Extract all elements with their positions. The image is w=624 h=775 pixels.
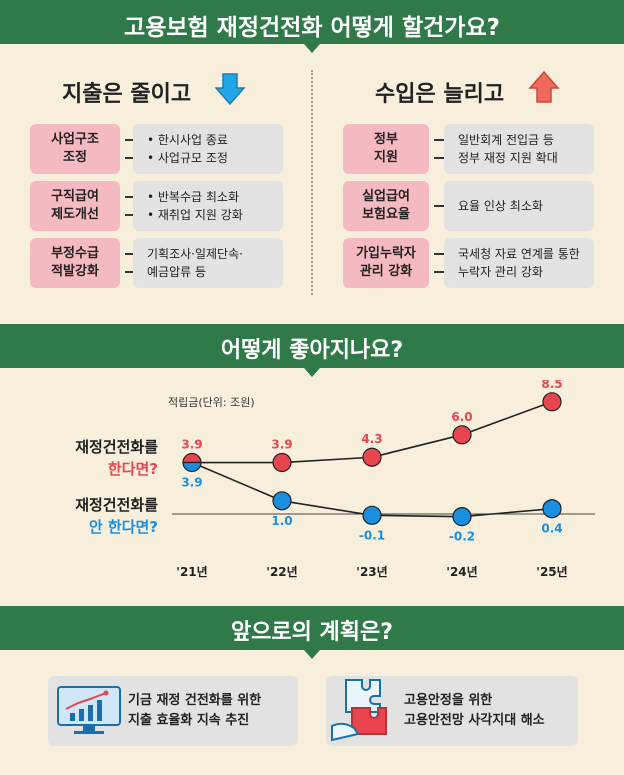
data-label-a: 4.3 xyxy=(361,432,382,446)
data-label-b: -0.2 xyxy=(449,530,475,544)
income-label-1: 정부 지원 xyxy=(343,124,429,174)
data-label-b: -0.1 xyxy=(359,528,385,542)
section3-banner: 앞으로의 계획은? xyxy=(0,606,624,650)
x-tick-label: '22년 xyxy=(266,565,297,579)
expenditure-label-2: 구직급여 제도개선 xyxy=(30,181,120,231)
expenditure-detail-line: • 사업규모 조정 xyxy=(147,151,228,165)
plan-2-line2: 고용안전망 사각지대 해소 xyxy=(404,713,545,728)
data-point xyxy=(452,425,472,445)
x-tick-label: '23년 xyxy=(356,565,387,579)
legend-b: 재정건전화를 안 한다면? xyxy=(40,494,158,538)
data-label-a: 8.5 xyxy=(541,380,562,391)
expenditure-label-3: 부정수급 적발강화 xyxy=(30,238,120,288)
data-point xyxy=(362,447,382,467)
data-point xyxy=(272,491,292,511)
connector-dash xyxy=(434,157,446,159)
x-tick-label: '25년 xyxy=(536,565,567,579)
section3-title: 앞으로의 계획은? xyxy=(230,620,394,645)
title-banner: 고용보험 재정건전화 어떻게 할건가요? xyxy=(0,0,624,44)
connector-dash xyxy=(125,253,137,255)
data-point xyxy=(452,507,472,527)
x-tick-label: '24년 xyxy=(446,565,477,579)
expenditure-heading: 지출은 줄이고 xyxy=(62,82,192,107)
income-detail-line: 요율 인상 최소화 xyxy=(458,199,543,213)
expenditure-detail-line: • 한시사업 종료 xyxy=(147,133,228,147)
section3-notch xyxy=(304,650,320,659)
income-detail-line: 누락자 관리 강화 xyxy=(458,265,543,279)
legend-a-line2: 한다면? xyxy=(107,460,158,478)
connector-dash xyxy=(434,253,446,255)
data-point xyxy=(542,499,562,519)
income-label-3: 가입누락자 관리 강화 xyxy=(343,238,429,288)
data-label-b: 3.9 xyxy=(181,476,202,490)
expenditure-detail-line: 기획조사·일제단속· xyxy=(147,247,243,261)
expenditure-label-1: 사업구조 조정 xyxy=(30,124,120,174)
income-detail-line: 일반회계 전입금 등 xyxy=(458,133,554,147)
expenditure-detail-line: • 재취업 지원 강화 xyxy=(147,208,243,222)
connector-dash xyxy=(434,271,446,273)
data-label-a: 3.9 xyxy=(271,438,292,452)
data-label-b: 0.4 xyxy=(541,522,562,536)
expenditure-detail-line: • 반복수급 최소화 xyxy=(147,190,239,204)
data-label-a: 3.9 xyxy=(181,438,202,452)
data-point xyxy=(362,505,382,525)
legend-b-line1: 재정건전화를 xyxy=(75,496,158,514)
chart-unit-label: 적립금(단위: 조원) xyxy=(168,396,255,409)
puzzle-icon xyxy=(331,679,387,742)
legend-a-line1: 재정건전화를 xyxy=(75,438,158,456)
x-tick-label: '21년 xyxy=(176,565,207,579)
connector-dash xyxy=(125,157,137,159)
legend-a: 재정건전화를 한다면? xyxy=(40,436,158,480)
section2-notch xyxy=(304,368,320,377)
point-start-lower xyxy=(182,461,202,473)
section2-title: 어떻게 좋아지나요? xyxy=(220,338,404,363)
data-label-a: 6.0 xyxy=(451,410,472,424)
line-chart: 3.9 3.9 4.3 6.0 8.5 3.9 1.0 -0.1 -0.2 0.4 '21년 '22년… xyxy=(172,380,595,579)
plan-1-line1: 기금 재정 건전화를 위한 xyxy=(128,693,262,708)
connector-dash xyxy=(434,139,446,141)
connector-dash xyxy=(125,139,137,141)
connector-dash xyxy=(125,214,137,216)
plan-2-line1: 고용안정을 위한 xyxy=(404,693,493,708)
expenditure-detail-box-2: • 반복수급 최소화 • 재취업 지원 강화 xyxy=(133,181,283,231)
connector-dash xyxy=(125,271,137,273)
data-point xyxy=(272,452,292,473)
section2-banner: 어떻게 좋아지나요? xyxy=(0,324,624,368)
income-detail-box-2: 요율 인상 최소화 xyxy=(444,181,594,231)
data-point xyxy=(542,392,562,412)
connector-dash xyxy=(125,196,137,198)
column-divider xyxy=(311,70,313,295)
up-arrow-icon xyxy=(528,70,560,103)
connector-dash xyxy=(434,205,446,207)
banner-notch xyxy=(304,44,320,53)
expenditure-detail-box-3: 기획조사·일제단속· 예금압류 등 xyxy=(133,238,283,288)
income-detail-line: 국세청 자료 연계를 통한 xyxy=(458,247,580,261)
point-start-upper xyxy=(182,452,202,464)
expenditure-detail-line: 예금압류 등 xyxy=(147,265,207,279)
data-label-b: 1.0 xyxy=(271,514,292,528)
income-label-2: 실업급여 보험요율 xyxy=(343,181,429,231)
expenditure-detail-box-1: • 한시사업 종료 • 사업규모 조정 xyxy=(133,124,283,174)
page-title: 고용보험 재정건전화 어떻게 할건가요? xyxy=(124,15,500,41)
plan-1-line2: 지출 효율화 지속 추진 xyxy=(128,713,250,728)
monitor-chart-icon xyxy=(57,686,121,734)
down-arrow-icon xyxy=(214,73,246,106)
income-detail-line: 정부 재정 지원 확대 xyxy=(458,151,558,165)
legend-b-line2: 안 한다면? xyxy=(88,518,158,536)
income-heading: 수입은 늘리고 xyxy=(375,82,505,107)
